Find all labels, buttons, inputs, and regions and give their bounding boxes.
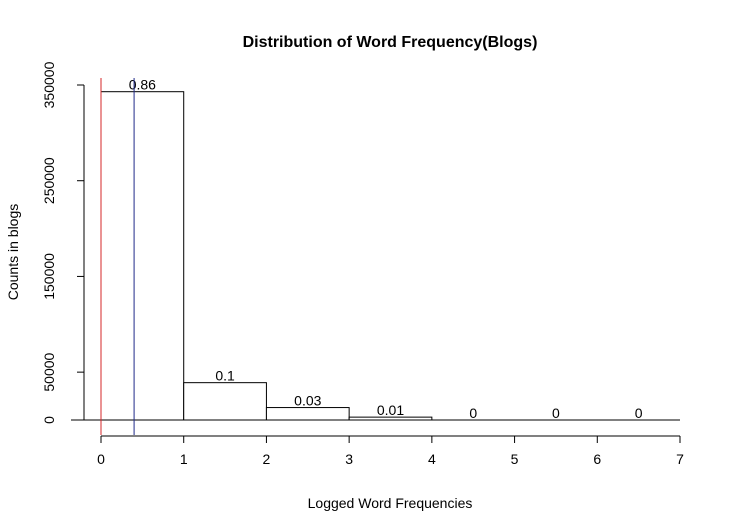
x-tick-label-6: 6	[593, 451, 601, 467]
x-tick-label-0: 0	[97, 451, 105, 467]
histogram-bar-2	[265, 407, 350, 421]
chart-title: Distribution of Word Frequency(Blogs)	[243, 34, 538, 51]
bar-label-0: 0.86	[129, 77, 156, 93]
y-tick-label-3: 250000	[41, 157, 57, 204]
histogram-bar-3	[348, 416, 433, 421]
bar-label-3: 0.01	[377, 402, 404, 418]
y-axis: 0 50000 150000 250000 350000	[41, 61, 85, 424]
bars-group	[71, 91, 680, 421]
y-tick-label-2: 150000	[41, 253, 57, 300]
x-tick-label-2: 2	[263, 451, 271, 467]
y-tick-label-4: 350000	[41, 61, 57, 108]
bar-label-5: 0	[552, 405, 560, 421]
x-tick-label-4: 4	[428, 451, 436, 467]
x-tick-label-3: 3	[345, 451, 353, 467]
x-axis: 0 1 2 3 4 5 6 7	[97, 435, 684, 467]
bar-label-6: 0	[635, 405, 643, 421]
bar-labels-group: 0.86 0.1 0.03 0.01 0 0 0	[129, 77, 643, 421]
y-axis-label: Counts in blogs	[5, 204, 21, 301]
x-tick-label-7: 7	[676, 451, 684, 467]
bar-label-2: 0.03	[294, 393, 321, 409]
y-tick-label-1: 50000	[41, 352, 57, 391]
bar-label-1: 0.1	[215, 368, 235, 384]
x-tick-label-1: 1	[180, 451, 188, 467]
histogram-bar-0	[100, 91, 185, 421]
y-tick-label-0: 0	[41, 416, 57, 424]
reference-lines-group	[100, 78, 135, 435]
x-axis-label: Logged Word Frequencies	[308, 495, 473, 511]
bar-label-4: 0	[469, 405, 477, 421]
histogram-bar-1	[183, 382, 267, 421]
x-tick-label-5: 5	[511, 451, 519, 467]
